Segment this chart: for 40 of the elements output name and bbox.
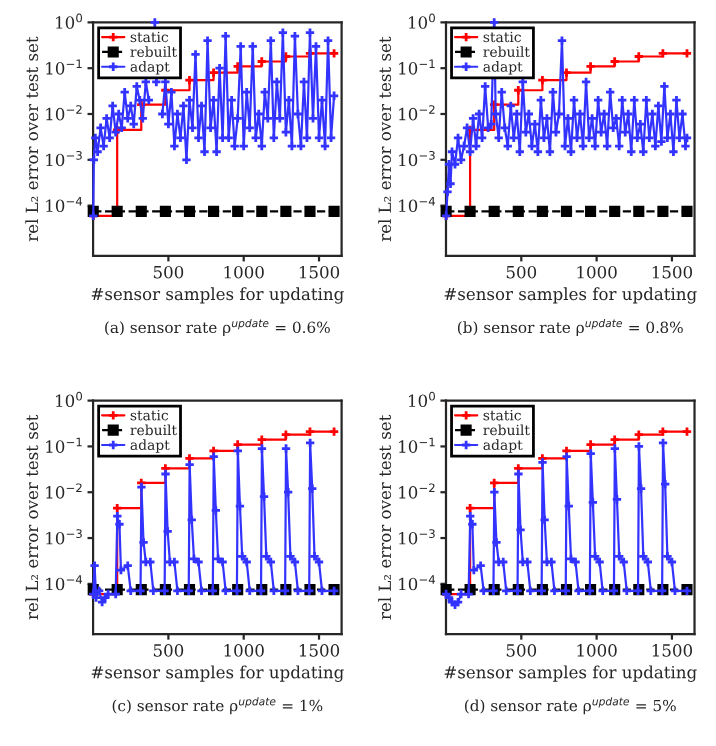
y-tick-label: 10$^{0}$	[56, 13, 83, 29]
y-tick-label: 10$^{−2}$	[399, 105, 435, 121]
y-tick-label: 10$^{−1}$	[46, 59, 82, 75]
y-axis-title: rel L₂ error over test set	[378, 36, 392, 242]
y-tick-label: 10$^{0}$	[56, 391, 83, 408]
x-axis-title: #sensor samples for updating	[91, 287, 344, 304]
x-tick-label: 500	[153, 265, 184, 279]
y-tick-label: 10$^{−1}$	[46, 437, 82, 453]
y-tick-label: 10$^{0}$	[408, 391, 435, 408]
y-tick-label: 10$^{−4}$	[399, 575, 436, 591]
x-axis-title: #sensor samples for updating	[444, 665, 697, 682]
x-tick-label: 1000	[224, 644, 264, 657]
y-tick-label: 10$^{−2}$	[46, 483, 82, 499]
y-tick-label: 10$^{−3}$	[399, 529, 435, 545]
x-tick-label: 1500	[652, 644, 693, 657]
y-tick-label: 10$^{−4}$	[46, 575, 83, 591]
x-tick-label: 1000	[577, 265, 617, 279]
y-tick-label: 10$^{−1}$	[399, 437, 435, 453]
x-tick-label: 1500	[652, 265, 693, 279]
x-axis-title: #sensor samples for updating	[444, 287, 697, 304]
y-axis-title: rel L₂ error over test set	[378, 414, 392, 620]
x-axis-title: #sensor samples for updating	[91, 665, 344, 682]
y-tick-label: 10$^{−4}$	[46, 196, 83, 213]
x-tick-label: 500	[506, 644, 537, 657]
y-tick-label: 10$^{−3}$	[399, 150, 435, 167]
x-tick-label: 1500	[299, 265, 340, 279]
y-tick-label: 10$^{−4}$	[399, 196, 436, 213]
y-tick-label: 10$^{0}$	[408, 13, 435, 29]
y-tick-label: 10$^{−3}$	[46, 150, 82, 167]
x-tick-label: 1000	[224, 265, 264, 279]
x-tick-label: 500	[153, 644, 184, 657]
x-tick-label: 1000	[577, 644, 617, 657]
x-tick-label: 500	[506, 265, 537, 279]
y-tick-label: 10$^{−2}$	[46, 105, 82, 121]
y-axis-title: rel L₂ error over test set	[25, 414, 39, 620]
x-tick-label: 1500	[299, 644, 340, 657]
y-tick-label: 10$^{−1}$	[399, 59, 435, 75]
y-tick-label: 10$^{−2}$	[399, 483, 435, 499]
y-tick-label: 10$^{−3}$	[46, 529, 82, 545]
y-axis-title: rel L₂ error over test set	[25, 36, 39, 242]
